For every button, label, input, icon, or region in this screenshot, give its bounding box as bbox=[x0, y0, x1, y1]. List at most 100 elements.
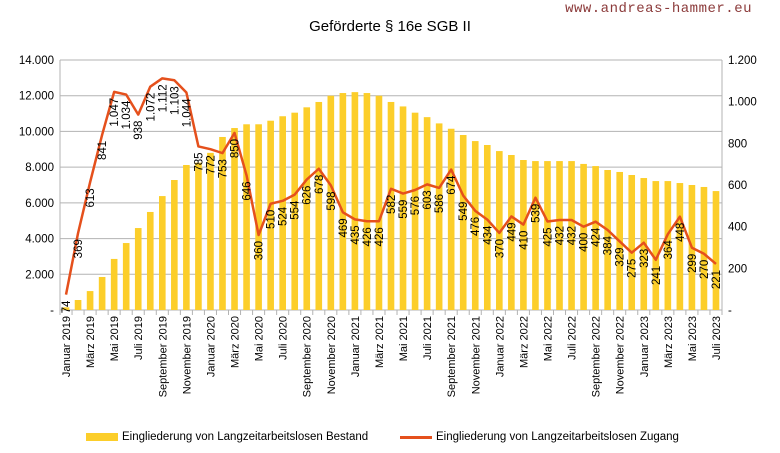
bar bbox=[520, 160, 527, 310]
bar bbox=[532, 161, 539, 310]
bar bbox=[255, 124, 262, 311]
data-label: 1.047 bbox=[109, 98, 121, 127]
bar bbox=[375, 95, 383, 310]
left-tick-label: 6.000 bbox=[25, 198, 54, 210]
data-label: 221 bbox=[711, 270, 723, 289]
bar bbox=[580, 163, 587, 310]
data-label: 646 bbox=[242, 181, 254, 200]
x-tick-label: Mai 2020 bbox=[254, 316, 266, 361]
bar bbox=[98, 276, 106, 310]
data-label: 510 bbox=[266, 210, 278, 229]
x-tick-label: Juli 2022 bbox=[567, 316, 579, 360]
x-tick-label: November 2019 bbox=[181, 316, 193, 394]
data-label: 524 bbox=[278, 206, 290, 226]
bar bbox=[279, 116, 286, 310]
bar bbox=[62, 307, 70, 310]
data-label: 938 bbox=[133, 121, 145, 140]
data-label: 603 bbox=[422, 190, 434, 209]
x-tick-label: März 2021 bbox=[374, 316, 386, 368]
data-label: 432 bbox=[555, 226, 567, 245]
left-tick-label: 10.000 bbox=[19, 126, 54, 138]
x-tick-label: März 2023 bbox=[663, 316, 675, 368]
bar bbox=[363, 93, 371, 311]
right-tick-label: 800 bbox=[728, 138, 747, 150]
bar bbox=[459, 135, 467, 310]
bar bbox=[158, 196, 166, 310]
x-tick-label: Mai 2021 bbox=[398, 316, 410, 361]
x-tick-label: September 2021 bbox=[446, 316, 458, 397]
x-tick-label: Januar 2021 bbox=[350, 316, 362, 377]
data-label: 549 bbox=[458, 202, 470, 221]
data-label: 539 bbox=[530, 204, 542, 223]
data-label: 559 bbox=[398, 200, 410, 219]
bar bbox=[134, 228, 142, 310]
data-label: 360 bbox=[254, 241, 266, 260]
x-tick-label: Juli 2020 bbox=[278, 316, 290, 360]
bar bbox=[544, 161, 551, 310]
bar bbox=[303, 107, 311, 310]
x-tick-label: März 2020 bbox=[230, 316, 242, 368]
data-label: 554 bbox=[290, 200, 302, 220]
bar bbox=[411, 112, 419, 310]
bar bbox=[568, 161, 575, 310]
data-label: 270 bbox=[699, 260, 711, 279]
bar bbox=[74, 300, 82, 310]
bar bbox=[447, 128, 455, 310]
data-label: 1.103 bbox=[169, 86, 181, 115]
data-label: 384 bbox=[603, 235, 615, 255]
bar bbox=[351, 92, 359, 311]
x-tick-label: Juli 2023 bbox=[711, 316, 723, 360]
x-tick-label: Juli 2021 bbox=[422, 316, 434, 360]
data-label: 448 bbox=[675, 223, 687, 242]
x-tick-label: November 2020 bbox=[326, 316, 338, 394]
watermark[interactable]: www.andreas-hammer.eu bbox=[565, 1, 752, 17]
bar bbox=[86, 291, 94, 310]
bar bbox=[183, 165, 190, 310]
bar bbox=[604, 170, 611, 310]
data-label: 432 bbox=[567, 226, 579, 245]
bar bbox=[712, 191, 720, 310]
legend-swatch-line bbox=[400, 435, 432, 439]
right-tick-label: 1.000 bbox=[728, 97, 757, 109]
bar bbox=[219, 136, 226, 310]
data-label: 426 bbox=[374, 227, 386, 246]
bar bbox=[483, 145, 491, 310]
bar bbox=[171, 180, 178, 310]
data-label: 400 bbox=[579, 233, 591, 252]
right-tick-label: 200 bbox=[728, 263, 747, 275]
data-label: 329 bbox=[615, 247, 627, 266]
data-label: 434 bbox=[482, 225, 494, 245]
right-tick-label: 400 bbox=[728, 222, 747, 234]
data-label: 275 bbox=[627, 259, 639, 278]
bar bbox=[195, 162, 202, 310]
data-label: 586 bbox=[434, 194, 446, 213]
left-tick-label: 12.000 bbox=[19, 91, 54, 103]
bar bbox=[399, 106, 407, 310]
bar bbox=[110, 258, 118, 310]
data-label: 1.034 bbox=[121, 100, 133, 129]
data-label: 841 bbox=[97, 141, 109, 160]
data-label: 410 bbox=[518, 231, 530, 250]
bar bbox=[628, 175, 636, 310]
data-label: 449 bbox=[506, 222, 518, 241]
legend-swatch-bar bbox=[86, 433, 118, 441]
data-label: 785 bbox=[193, 152, 205, 171]
data-label: 435 bbox=[350, 225, 362, 244]
data-label: 425 bbox=[542, 227, 554, 246]
data-label: 1.044 bbox=[181, 98, 193, 127]
left-tick-label: 4.000 bbox=[25, 234, 54, 246]
bar bbox=[339, 93, 347, 311]
data-label: 323 bbox=[639, 249, 651, 268]
chart-title: Geförderte § 16e SGB II bbox=[309, 18, 471, 35]
x-tick-label: März 2019 bbox=[85, 316, 97, 368]
left-tick-label: 2.000 bbox=[25, 269, 54, 281]
x-tick-label: September 2022 bbox=[591, 316, 603, 397]
data-label: 772 bbox=[205, 155, 217, 174]
x-tick-label: November 2021 bbox=[470, 316, 482, 394]
data-label: 364 bbox=[663, 240, 675, 260]
data-label: 476 bbox=[470, 217, 482, 236]
bar bbox=[231, 128, 238, 310]
x-tick-label: September 2020 bbox=[302, 316, 314, 397]
data-label: 426 bbox=[362, 227, 374, 246]
